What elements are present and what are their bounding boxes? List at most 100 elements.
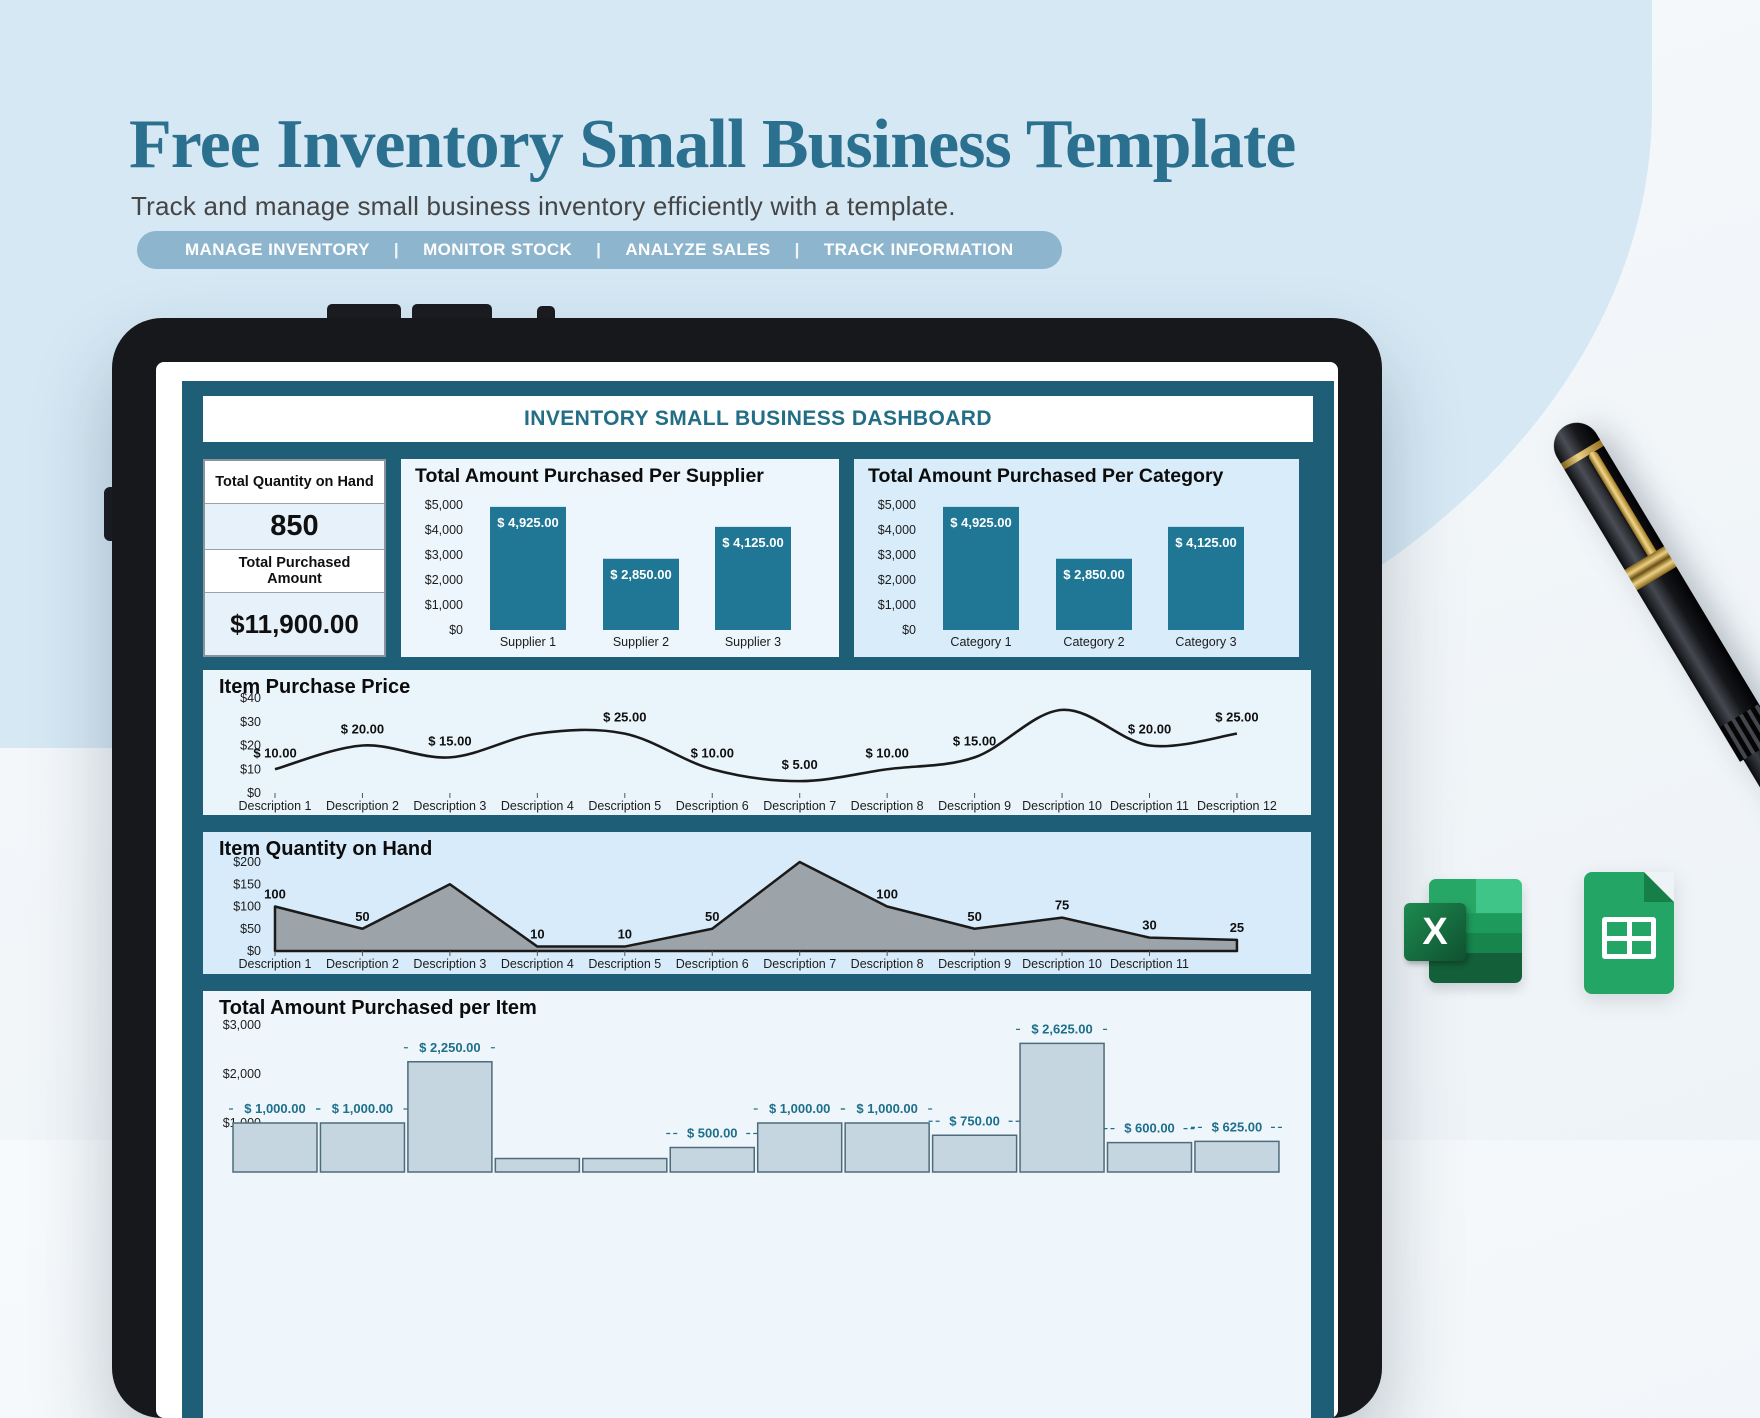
badge-separator: | — [393, 240, 400, 259]
quantity-chart-panel: Item Quantity on Hand $200 $150 $100 $50 $0 1… — [203, 832, 1311, 974]
point-label: $ 20.00 — [1128, 722, 1171, 737]
bar-value-label: $ 4,125.00 — [722, 535, 783, 550]
bar-value-label: $ 1,000.00 — [769, 1101, 830, 1116]
y-axis-label: $3,000 — [878, 548, 916, 562]
chart-title: Total Amount Purchased per Item — [219, 997, 537, 1019]
bar-value-label: $ 750.00 — [949, 1113, 1000, 1128]
badge-analyze-sales: ANALYZE SALES — [625, 240, 771, 259]
bar-value-label: $ 2,625.00 — [1031, 1021, 1092, 1036]
x-axis-label: Description 6 — [676, 957, 749, 971]
x-axis-label: Description 4 — [501, 799, 574, 813]
point-label: $ 15.00 — [428, 733, 471, 748]
stat-amount-label: Total Purchased Amount — [205, 550, 384, 593]
y-axis-label: $50 — [240, 922, 261, 936]
point-label: 100 — [876, 887, 898, 902]
x-axis-label: Description 5 — [588, 799, 661, 813]
bar — [494, 1157, 581, 1173]
bar-value-label: $ 2,250.00 — [419, 1040, 480, 1055]
bar — [931, 1134, 1018, 1173]
bar — [1019, 1042, 1105, 1173]
point-label: 50 — [705, 909, 719, 924]
y-axis-label: $0 — [247, 786, 261, 800]
x-axis-label: Description 1 — [239, 957, 312, 971]
bar-value-label: $ 2,850.00 — [610, 567, 671, 582]
x-axis-label: Supplier 3 — [725, 635, 781, 649]
bar-value-label: $ 1,000.00 — [244, 1101, 305, 1116]
supplier-chart-panel: Total Amount Purchased Per Supplier $5,0… — [401, 459, 839, 657]
bar-value-label: $ 4,925.00 — [950, 515, 1011, 530]
x-axis-label: Description 3 — [413, 957, 486, 971]
x-axis-label: Category 2 — [1063, 635, 1124, 649]
excel-sheet-quadrant — [1475, 879, 1522, 914]
y-axis-label: $30 — [240, 715, 261, 729]
bar-value-label: $ 2,850.00 — [1063, 567, 1124, 582]
bar — [943, 506, 1019, 630]
stats-panel: Total Quantity on Hand 850 Total Purchas… — [203, 459, 386, 657]
pen-barrel — [1636, 566, 1759, 728]
google-sheets-icon[interactable] — [1584, 872, 1674, 994]
bar — [319, 1122, 406, 1173]
badge-separator: | — [596, 240, 602, 259]
y-axis-label: $0 — [902, 623, 916, 637]
badge-separator: | — [794, 240, 800, 259]
point-label: $ 25.00 — [603, 710, 646, 725]
x-axis-label: Description 11 — [1110, 957, 1189, 971]
x-axis-label: Description 2 — [326, 957, 399, 971]
x-axis-label: Description 12 — [1197, 799, 1277, 813]
x-axis-label: Description 8 — [851, 957, 924, 971]
y-axis-label: $3,000 — [425, 548, 463, 562]
dashboard-title-bar: INVENTORY SMALL BUSINESS DASHBOARD — [203, 396, 1313, 442]
bar — [603, 558, 679, 630]
y-axis-label: $20 — [240, 739, 261, 753]
item-chart-panel: Total Amount Purchased per Item $3,000 $2… — [203, 991, 1311, 1418]
x-axis-label: Description 3 — [413, 799, 486, 813]
stat-quantity-label: Total Quantity on Hand — [205, 461, 384, 504]
bar — [715, 526, 791, 630]
bar-value-label: $ 4,125.00 — [1175, 535, 1236, 550]
point-label: 10 — [618, 927, 632, 942]
bar — [1056, 558, 1132, 630]
point-label: 10 — [530, 927, 544, 942]
x-axis-label: Description 10 — [1022, 957, 1102, 971]
x-axis-label: Description 5 — [588, 957, 661, 971]
y-axis-label: $2,000 — [878, 573, 916, 587]
x-axis-label: Description 2 — [326, 799, 399, 813]
y-axis-label: $5,000 — [878, 498, 916, 512]
tablet-mockup: INVENTORY SMALL BUSINESS DASHBOARD Total… — [112, 318, 1382, 1418]
point-label: 30 — [1142, 918, 1156, 933]
price-line — [274, 708, 1238, 783]
badge-track-information: TRACK INFORMATION — [823, 240, 1014, 259]
tablet-top-button — [412, 304, 492, 320]
page-subtitle: Track and manage small business inventor… — [131, 191, 956, 221]
chart-title: Item Purchase Price — [219, 676, 411, 698]
point-label: $ 10.00 — [253, 745, 296, 760]
x-axis-label: Description 10 — [1022, 799, 1102, 813]
y-axis-label: $0 — [247, 944, 261, 958]
y-axis-label: $200 — [233, 855, 261, 869]
y-axis-label: $150 — [233, 877, 261, 891]
point-label: 50 — [967, 909, 981, 924]
bar — [407, 1061, 493, 1173]
chart-title: Total Amount Purchased Per Category — [868, 465, 1224, 487]
x-axis-label: Description 9 — [938, 799, 1011, 813]
bar — [756, 1122, 843, 1173]
tablet-screen: INVENTORY SMALL BUSINESS DASHBOARD Total… — [156, 362, 1338, 1418]
point-label: 50 — [355, 909, 369, 924]
quantity-area-chart: $200 $150 $100 $50 $0 100 Description 1 50 Descr… — [233, 855, 1244, 971]
bar — [669, 1146, 755, 1173]
bar — [1194, 1140, 1280, 1173]
y-axis-label: $4,000 — [425, 523, 463, 537]
stat-quantity-value: 850 — [205, 504, 384, 550]
tablet-camera — [537, 306, 555, 320]
bar-value-label: $ 600.00 — [1124, 1121, 1175, 1136]
category-bar-chart: $5,000 $4,000 $3,000 $2,000 $1,000 $0 $ 4,925.… — [878, 498, 1244, 649]
badge-manage-inventory: MANAGE INVENTORY — [185, 240, 370, 259]
x-axis-label: Description 1 — [239, 799, 312, 813]
bar — [844, 1122, 930, 1173]
excel-icon[interactable]: X — [1404, 876, 1524, 986]
y-axis-label: $2,000 — [425, 573, 463, 587]
point-label: $ 25.00 — [1215, 710, 1258, 725]
item-bar-chart: $3,000$2,000$1,000$ 1,000.00$ 1,000.00$ … — [223, 1018, 1283, 1173]
quantity-area — [273, 860, 1239, 953]
point-label: $ 10.00 — [865, 745, 908, 760]
